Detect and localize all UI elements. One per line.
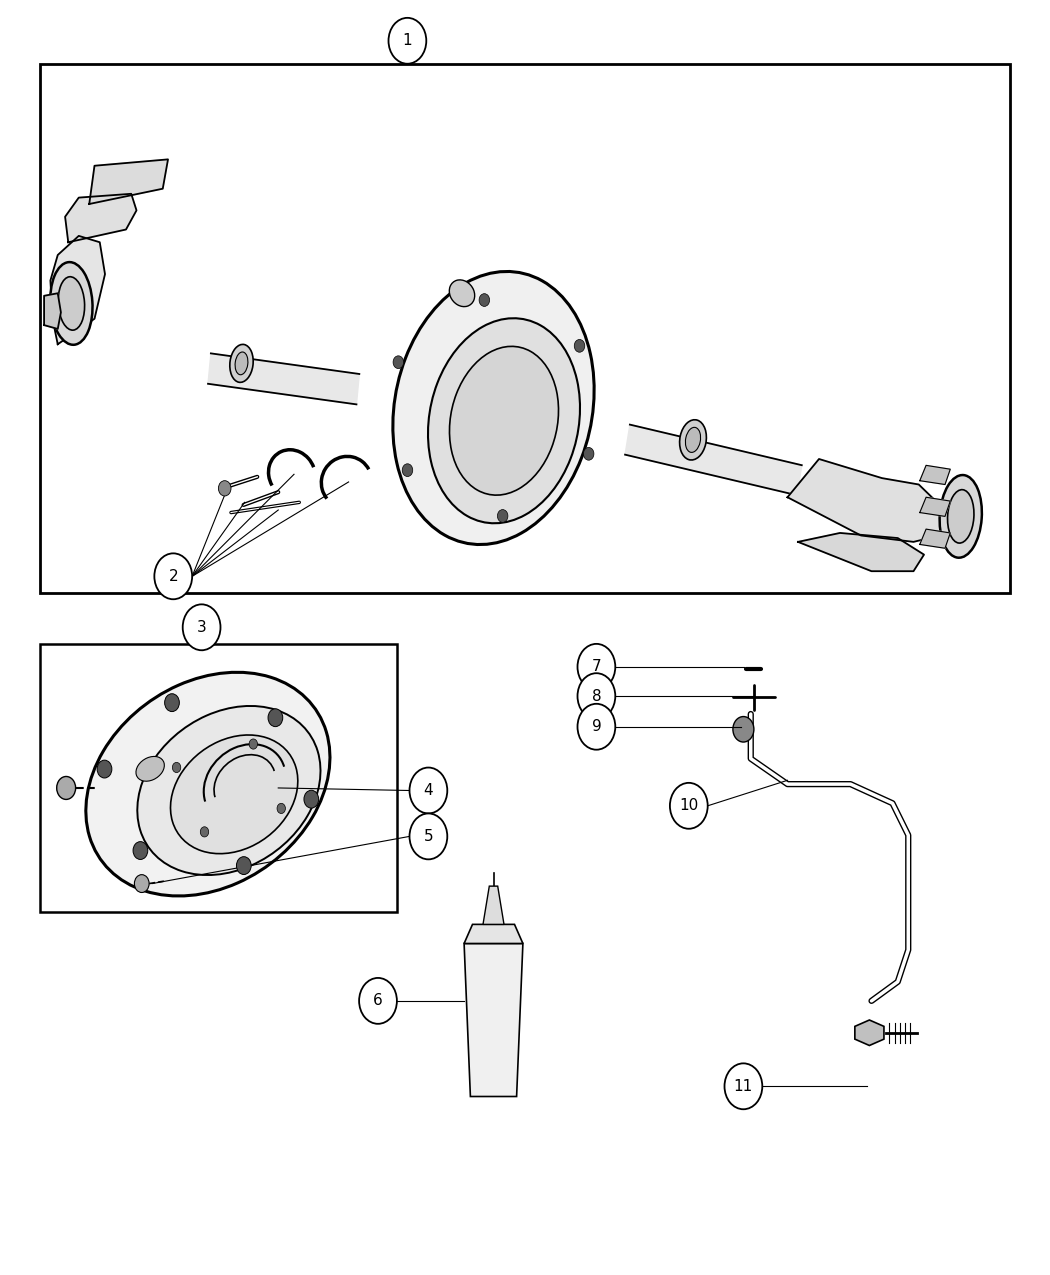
Circle shape [479, 293, 489, 306]
Circle shape [584, 448, 594, 460]
Circle shape [201, 826, 209, 836]
Ellipse shape [428, 319, 580, 523]
Circle shape [670, 783, 708, 829]
Circle shape [724, 1063, 762, 1109]
Circle shape [277, 803, 286, 813]
Polygon shape [798, 533, 924, 571]
Ellipse shape [449, 347, 559, 495]
Text: 6: 6 [373, 993, 383, 1009]
Polygon shape [89, 159, 168, 204]
Circle shape [154, 553, 192, 599]
Circle shape [402, 464, 413, 477]
Circle shape [578, 673, 615, 719]
Polygon shape [920, 529, 950, 548]
Circle shape [133, 842, 148, 859]
Text: 2: 2 [168, 569, 178, 584]
Ellipse shape [449, 280, 475, 306]
Polygon shape [788, 459, 945, 542]
Text: 1: 1 [402, 33, 413, 48]
Ellipse shape [686, 427, 700, 453]
Polygon shape [625, 425, 802, 495]
Circle shape [359, 978, 397, 1024]
Circle shape [393, 356, 403, 368]
Circle shape [57, 776, 76, 799]
Polygon shape [44, 293, 61, 329]
Circle shape [98, 760, 112, 778]
Ellipse shape [138, 706, 320, 875]
Text: 3: 3 [196, 620, 207, 635]
Polygon shape [920, 465, 950, 484]
Ellipse shape [50, 263, 92, 344]
Ellipse shape [135, 756, 165, 782]
Ellipse shape [679, 419, 707, 460]
Circle shape [236, 857, 251, 875]
Circle shape [303, 790, 318, 808]
Polygon shape [208, 353, 359, 404]
Polygon shape [464, 944, 523, 1096]
Circle shape [498, 510, 508, 523]
Circle shape [268, 709, 282, 727]
Text: 11: 11 [734, 1079, 753, 1094]
Ellipse shape [86, 672, 330, 896]
Ellipse shape [170, 734, 298, 854]
Text: 10: 10 [679, 798, 698, 813]
Ellipse shape [947, 490, 974, 543]
Circle shape [249, 740, 257, 750]
Text: 8: 8 [591, 688, 602, 704]
Polygon shape [855, 1020, 884, 1045]
Circle shape [410, 813, 447, 859]
Circle shape [183, 604, 220, 650]
Polygon shape [464, 924, 523, 944]
Ellipse shape [393, 272, 594, 544]
Ellipse shape [58, 277, 85, 330]
Polygon shape [50, 236, 105, 344]
Circle shape [172, 762, 181, 773]
Circle shape [165, 694, 180, 711]
Polygon shape [920, 497, 950, 516]
Bar [40, 644, 397, 912]
Circle shape [410, 768, 447, 813]
Polygon shape [483, 886, 504, 924]
Circle shape [134, 875, 149, 892]
Circle shape [578, 704, 615, 750]
Ellipse shape [230, 344, 253, 382]
Text: 9: 9 [591, 719, 602, 734]
Ellipse shape [940, 476, 982, 557]
Circle shape [388, 18, 426, 64]
Text: 5: 5 [423, 829, 434, 844]
Circle shape [733, 717, 754, 742]
Ellipse shape [235, 352, 248, 375]
Circle shape [578, 644, 615, 690]
Text: 7: 7 [591, 659, 602, 674]
Circle shape [218, 481, 231, 496]
Bar [40, 64, 1010, 593]
Polygon shape [65, 194, 136, 242]
Text: 4: 4 [423, 783, 434, 798]
Circle shape [574, 339, 585, 352]
